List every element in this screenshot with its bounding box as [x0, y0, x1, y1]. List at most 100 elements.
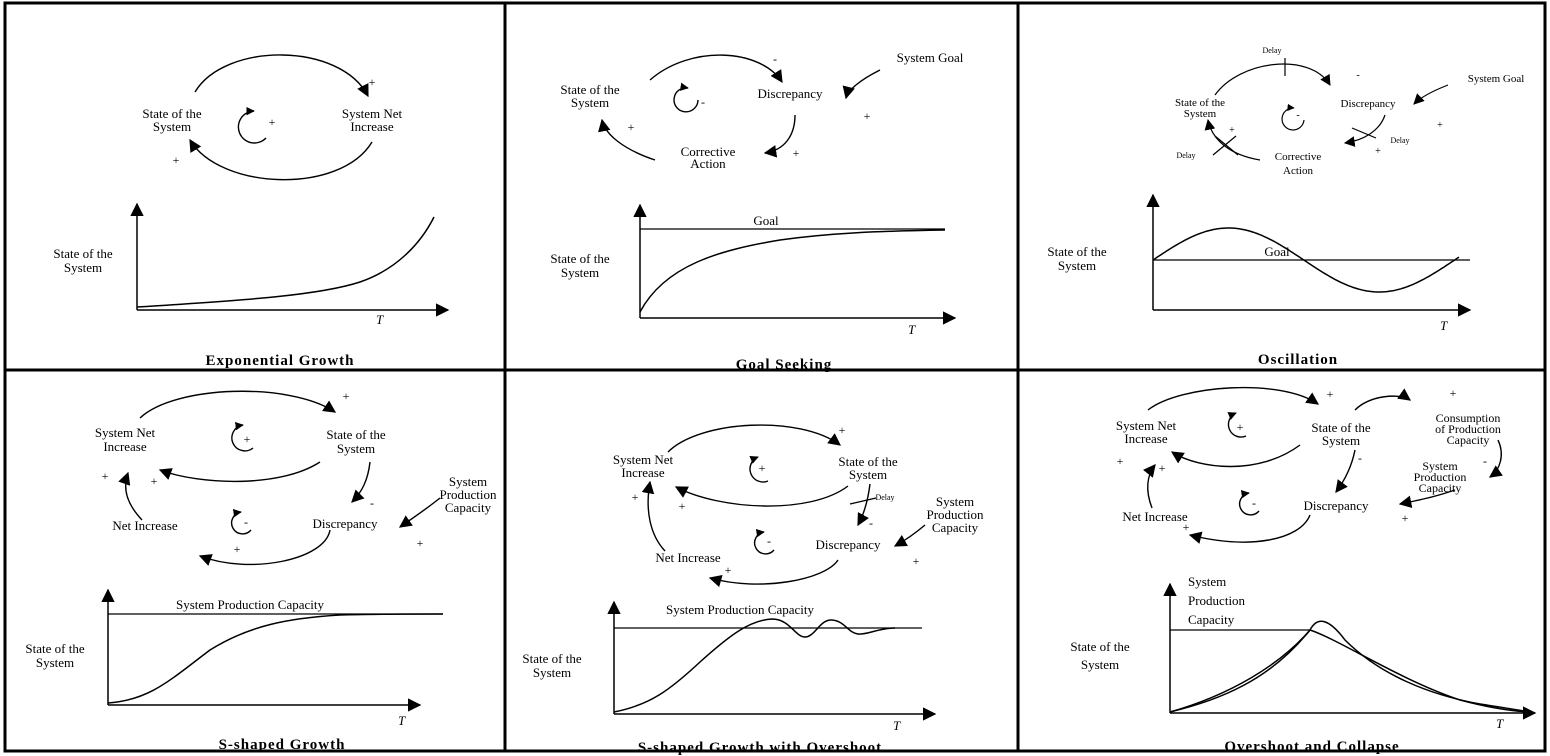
corrective-action-label-2: Action	[1283, 165, 1313, 177]
y-axis-label: State of the	[53, 246, 112, 261]
capacity-label-3: Capacity	[932, 520, 979, 535]
capacity-label-3: Capacity	[1419, 481, 1462, 495]
behavior-chart: Goal State of the System T	[1047, 193, 1472, 333]
goal-label: System Goal	[1468, 73, 1525, 85]
capacity-line-label: System Production Capacity	[176, 597, 325, 612]
polarity-sign: +	[679, 499, 686, 513]
capacity-chart-label-2: Production	[1188, 593, 1246, 608]
net-increase-label-2: Increase	[103, 439, 147, 454]
capacity-label: System	[1422, 459, 1458, 473]
net-increase-variable: Net Increase	[112, 518, 178, 533]
loop-polarity: -	[767, 534, 771, 548]
polarity-sign: +	[632, 490, 639, 504]
state-curve	[613, 618, 896, 713]
polarity-sign: +	[369, 75, 376, 89]
capacity-label: System	[936, 494, 974, 509]
capacity-label-3: Capacity	[445, 500, 492, 515]
polarity-sign: +	[1229, 125, 1235, 136]
loop-polarity: +	[759, 461, 766, 475]
polarity-sign: +	[1437, 120, 1443, 131]
panel-exponential-growth: State of the System System Net Increase …	[53, 54, 450, 369]
x-axis-label: T	[398, 713, 406, 728]
capacity-label: System	[449, 474, 487, 489]
panel-title: Goal Seeking	[736, 357, 833, 373]
state-curve	[136, 216, 435, 308]
consumption-label-2: of Production	[1435, 422, 1501, 436]
polarity-sign: +	[1327, 387, 1334, 401]
polarity-sign: +	[102, 469, 109, 483]
polarity-sign: +	[1450, 386, 1457, 400]
x-axis-label: T	[1496, 716, 1504, 731]
loop-polarity: +	[244, 432, 251, 446]
polarity-sign: +	[1375, 146, 1381, 157]
x-axis-label: T	[908, 322, 916, 337]
y-axis-label-2: System	[533, 665, 571, 680]
polarity-sign: +	[151, 474, 158, 488]
net-increase-variable: Net Increase	[1122, 509, 1188, 524]
polarity-sign: +	[417, 536, 424, 550]
capacity-label-2: Production	[1414, 470, 1467, 484]
polarity-sign: +	[1117, 454, 1124, 468]
discrepancy-label: Discrepancy	[1341, 98, 1396, 110]
net-increase-label: System Net	[1116, 418, 1177, 433]
loop-polarity: -	[701, 95, 705, 109]
polarity-sign: -	[1358, 451, 1362, 465]
behavior-chart: State of the System T	[53, 202, 450, 327]
y-axis-label: State of the	[522, 651, 581, 666]
loop-polarity: -	[244, 515, 248, 529]
panel-title: S-shaped Growth	[219, 737, 346, 753]
y-axis-label: State of the	[550, 251, 609, 266]
net-increase-label: System Net	[95, 425, 156, 440]
causal-loop-diagram	[189, 54, 373, 181]
delay-label: Delay	[1262, 46, 1281, 55]
delay-label: Delay	[1390, 136, 1409, 145]
state-label: State of the	[142, 106, 201, 121]
polarity-sign: -	[1483, 454, 1487, 468]
consumption-label: Consumption	[1436, 411, 1501, 425]
behavior-chart: System Production Capacity State of the …	[522, 600, 937, 733]
x-axis-label: T	[893, 718, 901, 733]
y-axis-label-2: System	[1081, 657, 1119, 672]
causal-loop-diagram	[598, 54, 881, 161]
delay-label: Delay	[875, 493, 894, 502]
state-label-2: System	[153, 119, 191, 134]
polarity-sign: -	[869, 516, 873, 530]
capacity-label-2: Production	[439, 487, 497, 502]
goal-line-label: Goal	[1264, 244, 1290, 259]
polarity-sign: -	[773, 52, 777, 66]
behavior-chart: Goal State of the System T	[550, 203, 957, 337]
polarity-sign: +	[1159, 461, 1166, 475]
consumption-label-3: Capacity	[1447, 433, 1490, 447]
state-label: State of the	[1175, 97, 1225, 109]
panel-goal-seeking: State of the System Discrepancy System G…	[550, 50, 963, 373]
causal-loop-diagram	[118, 390, 441, 566]
corrective-action-label: Corrective	[681, 144, 736, 159]
state-label-2: System	[1322, 433, 1360, 448]
polarity-sign: +	[1183, 520, 1190, 534]
grid-frame	[3, 1, 1547, 753]
polarity-sign: +	[864, 109, 871, 123]
y-axis-label: State of the	[25, 641, 84, 656]
discrepancy-label: Discrepancy	[816, 537, 881, 552]
panel-s-shaped-growth: System Net Increase State of the System …	[25, 389, 497, 753]
loop-polarity: -	[1252, 496, 1256, 510]
discrepancy-label: Discrepancy	[313, 516, 378, 531]
polarity-sign: -	[1356, 70, 1359, 81]
y-axis-label-2: System	[36, 655, 74, 670]
polarity-sign: -	[370, 496, 374, 510]
polarity-sign: +	[234, 542, 241, 556]
capacity-chart-label: System	[1188, 574, 1226, 589]
behavior-chart: System Production Capacity State of the …	[1070, 574, 1537, 731]
x-axis-label: T	[376, 312, 384, 327]
panel-overshoot-collapse: System Net Increase State of the System …	[1070, 386, 1537, 755]
net-increase-label: System Net	[342, 106, 403, 121]
net-increase-variable: Net Increase	[655, 550, 721, 565]
state-label: State of the	[1311, 420, 1370, 435]
state-label-2: System	[571, 95, 609, 110]
x-axis-label: T	[1440, 318, 1448, 333]
polarity-sign: +	[1402, 511, 1409, 525]
state-label: State of the	[326, 427, 385, 442]
polarity-sign: +	[725, 563, 732, 577]
